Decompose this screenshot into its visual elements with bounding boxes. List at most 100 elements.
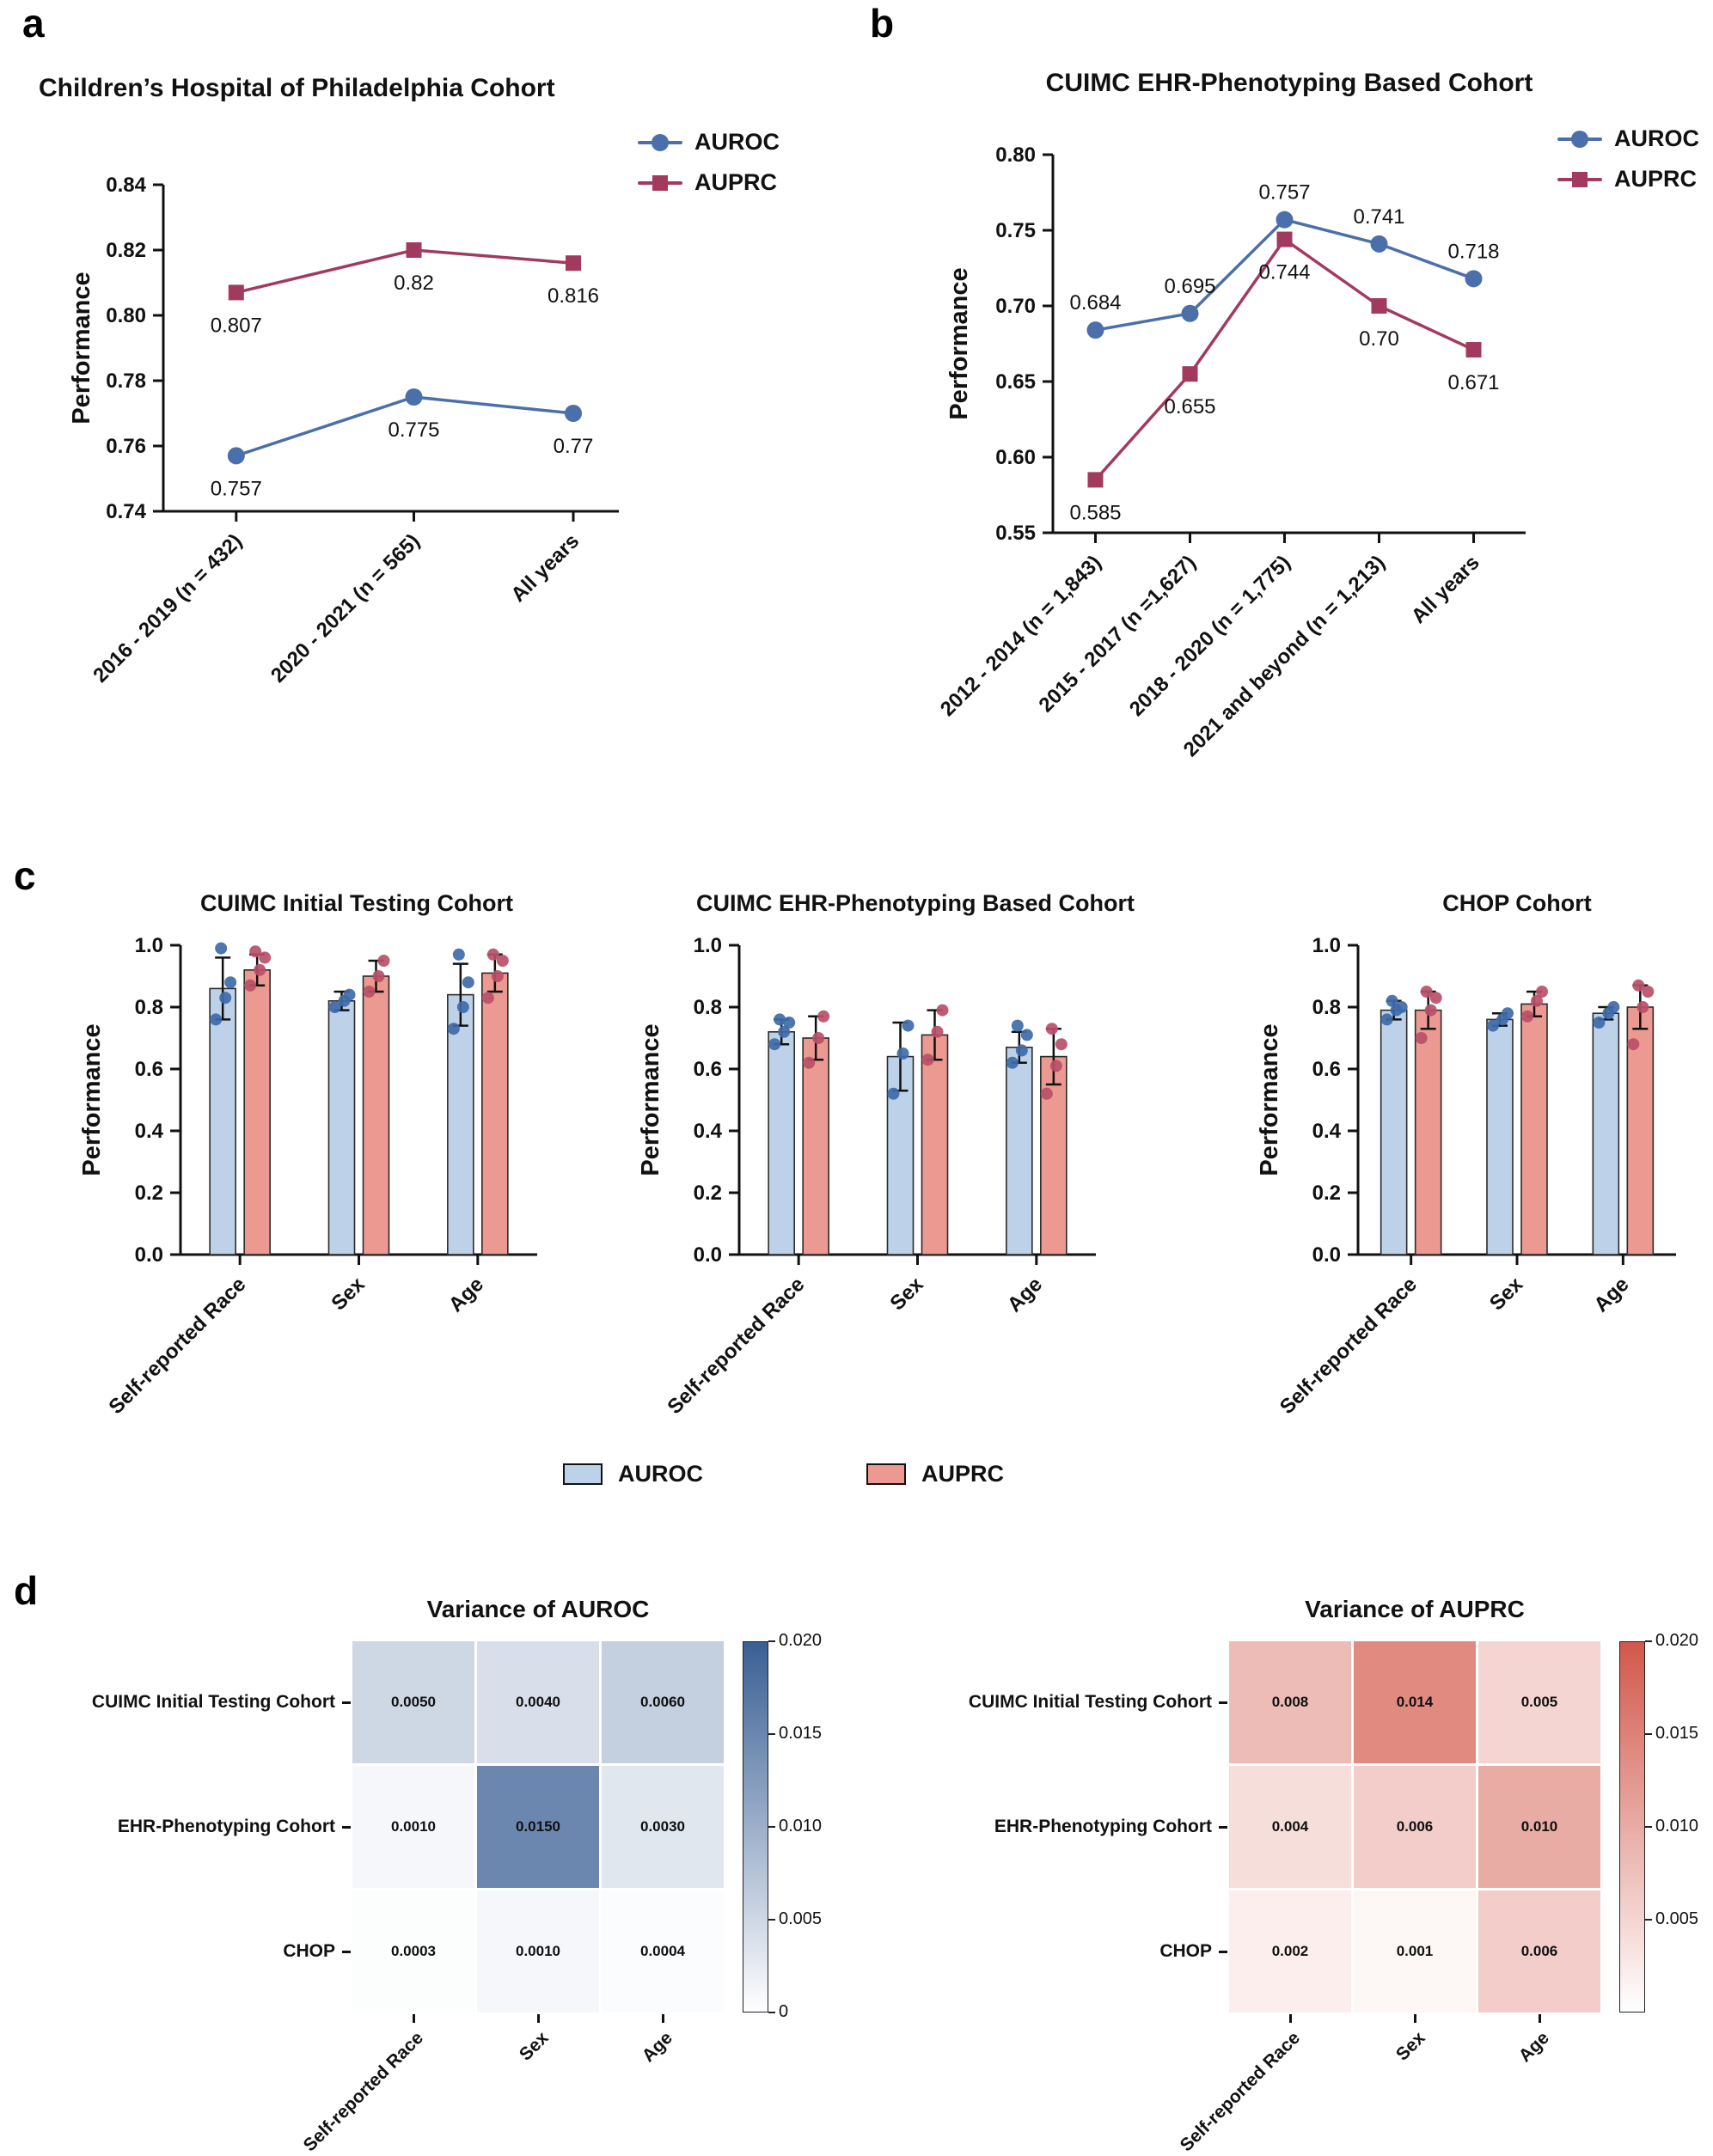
replicate-dot xyxy=(377,955,390,967)
replicate-dot xyxy=(936,1004,949,1017)
colorbar-tick-label: 0.010 xyxy=(779,1817,823,1835)
auprc-bar xyxy=(362,975,390,1255)
point-value-label: 0.775 xyxy=(388,418,439,442)
x-tick-label: 2016 - 2019 (n = 432) xyxy=(89,529,247,687)
auroc-bar xyxy=(1380,1009,1408,1255)
heatmap-cell: 0.010 xyxy=(1478,1766,1600,1888)
replicate-dot xyxy=(1049,1060,1062,1072)
replicate-dot xyxy=(372,970,385,982)
y-tick-label: 0.75 xyxy=(995,219,1036,242)
point-value-label: 0.718 xyxy=(1447,240,1499,263)
legend-label-auprc: AUPRC xyxy=(921,1461,1005,1487)
heatmap-cell: 0.0060 xyxy=(602,1641,724,1763)
y-tick-label: 0.70 xyxy=(995,295,1036,318)
replicate-dot xyxy=(1637,1001,1649,1013)
replicate-dot xyxy=(774,1013,786,1026)
y-tick-label: 0.80 xyxy=(995,144,1036,167)
replicate-dot xyxy=(249,945,262,958)
auroc-line-marker-icon xyxy=(638,133,682,152)
replicate-dot xyxy=(1632,979,1645,992)
auprc-point-marker xyxy=(1371,298,1387,314)
point-value-label: 0.741 xyxy=(1353,205,1404,229)
panel-c2-title: CUIMC EHR-Phenotyping Based Cohort xyxy=(696,890,1135,916)
x-tick-label: 2015 - 2017 (n =1,627) xyxy=(1035,551,1201,717)
replicate-dot xyxy=(1627,1038,1640,1051)
replicate-dot xyxy=(1593,1017,1606,1029)
x-tick-label: All years xyxy=(506,529,584,607)
panel-label-a: a xyxy=(22,1,45,46)
legend-item-auprc: AUPRC xyxy=(1557,166,1699,192)
auroc-bar xyxy=(327,1000,356,1255)
replicate-dot xyxy=(1487,1019,1499,1032)
square-marker-icon xyxy=(1572,171,1588,187)
colorbar-tick xyxy=(768,1733,775,1735)
heatmap-cell: 0.004 xyxy=(1229,1766,1351,1888)
auroc-bar xyxy=(1592,1012,1620,1255)
point-value-label: 0.744 xyxy=(1258,261,1310,284)
panel-c2-chart: 1.0 0.8 0.6 0.4 0.2 0.0 Performance Self-report… xyxy=(627,928,1117,1452)
heatmap-cell: 0.006 xyxy=(1478,1890,1600,2012)
c3-plot-svg: 1.0 0.8 0.6 0.4 0.2 0.0 Performance Self-report… xyxy=(1256,934,1676,1419)
legend-label-auprc: AUPRC xyxy=(694,169,778,195)
colorbar-tick-label: 0.005 xyxy=(779,1909,823,1928)
replicate-dot xyxy=(783,1017,796,1029)
auprc-point-marker xyxy=(566,255,581,272)
point-value-label: 0.757 xyxy=(211,477,262,500)
colorbar-tick-label: 0 xyxy=(779,2002,789,2021)
legend-item-auroc: AUROC xyxy=(1557,125,1699,152)
replicate-dot xyxy=(1020,1029,1033,1041)
replicate-dot xyxy=(219,992,232,1005)
y-tick-label: 0.78 xyxy=(106,370,146,393)
colorbar-tick-label: 0.015 xyxy=(1655,1724,1699,1743)
colorbar xyxy=(743,1641,768,2012)
colorbar-tick xyxy=(768,1826,775,1828)
point-value-label: 0.585 xyxy=(1069,501,1121,524)
replicate-dot xyxy=(1040,1087,1053,1100)
heatmap-cell: 0.0010 xyxy=(477,1890,599,2012)
legend-item-auprc: AUPRC xyxy=(866,1461,1004,1487)
b-plot-svg: 0.80 0.75 0.70 0.65 0.60 0.55 Performance 2012 … xyxy=(936,144,1526,761)
y-tick-label: 0.60 xyxy=(995,446,1036,469)
auprc-swatch-icon xyxy=(866,1463,906,1485)
row-tick xyxy=(1219,1951,1227,1953)
heatmap-col-label: Sex xyxy=(1392,2028,1429,2065)
y-tick-label: 0.4 xyxy=(694,1120,723,1143)
auprc-point-marker xyxy=(228,284,244,301)
heatmap-cell: 0.0010 xyxy=(352,1766,474,1888)
replicate-dot xyxy=(1006,1056,1019,1069)
legend-label-auprc: AUPRC xyxy=(1614,166,1698,192)
replicate-dot xyxy=(328,1001,341,1013)
heatmap-cell: 0.002 xyxy=(1229,1890,1351,2012)
panel-d2-title: Variance of AUPRC xyxy=(1305,1596,1525,1622)
panel-label-b: b xyxy=(870,1,895,46)
heatmap-row-label: CHOP xyxy=(283,1940,335,1961)
colorbar-tick-label: 0.020 xyxy=(1655,1631,1699,1650)
auroc-point-marker xyxy=(405,388,423,406)
panel-c3-title: CHOP Cohort xyxy=(1442,890,1592,916)
replicate-dot xyxy=(1502,1007,1514,1020)
replicate-dot xyxy=(817,1010,830,1023)
heatmap-cell: 0.0040 xyxy=(477,1641,599,1763)
heatmap-cell: 0.001 xyxy=(1354,1890,1476,2012)
auprc-bar xyxy=(1414,1009,1442,1255)
panel-a-chart: 0.84 0.82 0.80 0.78 0.76 0.74 Performance 2016 … xyxy=(60,103,817,791)
auprc-point-marker xyxy=(1276,231,1293,247)
panel-c1-title: CUIMC Initial Testing Cohort xyxy=(200,890,513,916)
legend-label-auroc: AUROC xyxy=(694,129,780,155)
panel-d2-heatmap: CUIMC Initial Testing Cohort 0.008 0.014 0.… xyxy=(911,1594,1710,2155)
x-tick-label: Sex xyxy=(327,1273,370,1316)
replicate-dot xyxy=(1536,986,1548,998)
replicate-dot xyxy=(803,1056,816,1069)
y-tick-label: 0.2 xyxy=(1312,1182,1341,1205)
heatmap-row-label: CUIMC Initial Testing Cohort xyxy=(968,1691,1212,1712)
x-tick-label: Self-reported Race xyxy=(663,1273,809,1419)
heatmap-row-label: CHOP xyxy=(1159,1940,1212,1961)
auprc-point-marker xyxy=(1465,342,1482,358)
row-tick xyxy=(1219,1701,1227,1704)
legend-item-auroc: AUROC xyxy=(638,129,780,156)
y-axis-label: Performance xyxy=(1256,1023,1283,1176)
heatmap-cell: 0.0050 xyxy=(352,1641,474,1763)
heatmap-cell: 0.0004 xyxy=(602,1890,724,2012)
a-plot-svg: 0.84 0.82 0.80 0.78 0.76 0.74 Performance 2016 … xyxy=(68,174,619,687)
